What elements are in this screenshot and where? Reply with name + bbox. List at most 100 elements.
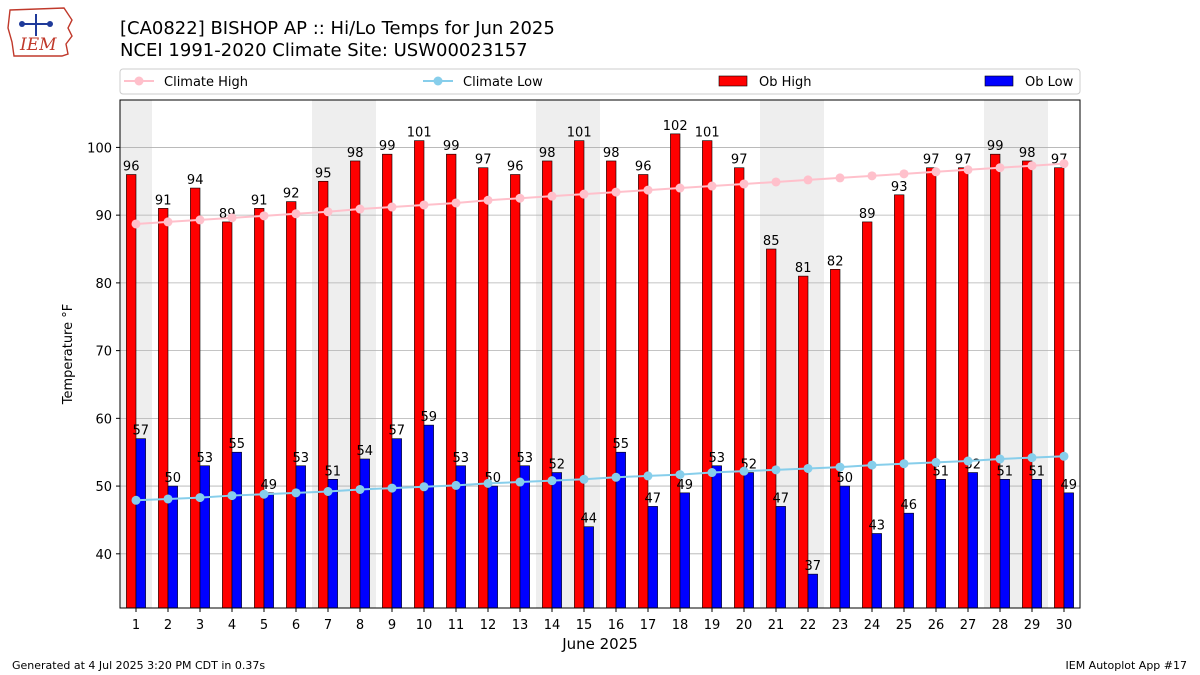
y-tick-label: 40 xyxy=(95,548,112,563)
climate-low-point xyxy=(867,460,877,470)
ob-low-bar xyxy=(327,479,338,609)
ob-low-bar xyxy=(775,506,786,609)
ob-high-label: 99 xyxy=(987,139,1004,154)
climate-high-point xyxy=(259,211,269,221)
ob-low-bar xyxy=(295,465,306,609)
x-tick-label: 1 xyxy=(132,618,140,633)
x-tick-label: 8 xyxy=(356,618,364,633)
ob-high-bar xyxy=(222,221,233,609)
ob-high-label: 94 xyxy=(187,173,204,188)
ob-low-bar xyxy=(551,472,562,609)
x-tick-label: 15 xyxy=(576,618,593,633)
y-tick-label: 90 xyxy=(95,209,112,224)
ob-high-bar xyxy=(446,153,457,609)
chart-subtitle: NCEI 1991-2020 Climate Site: USW00023157 xyxy=(120,40,528,61)
ob-high-bar xyxy=(1022,160,1033,609)
climate-low-point xyxy=(451,480,461,490)
ob-low-bar xyxy=(135,438,146,609)
ob-high-label: 99 xyxy=(379,139,396,154)
x-axis-label: June 2025 xyxy=(561,635,638,653)
climate-high-point xyxy=(131,219,141,229)
ob-high-bar xyxy=(926,167,937,609)
ob-low-bar xyxy=(1031,479,1042,609)
climate-high-point xyxy=(355,204,365,214)
climate-high-point xyxy=(291,209,301,219)
ob-high-bar xyxy=(158,208,169,609)
climate-high-point xyxy=(483,195,493,205)
ob-low-bar xyxy=(839,485,850,609)
ob-high-label: 101 xyxy=(407,126,432,141)
climate-high-point xyxy=(163,217,173,227)
ob-high-bar xyxy=(478,167,489,609)
climate-high-point xyxy=(739,179,749,189)
x-tick-label: 16 xyxy=(608,618,625,633)
ob-high-bar xyxy=(510,174,521,609)
ob-high-bar xyxy=(190,187,201,609)
y-tick-label: 50 xyxy=(95,480,112,495)
x-tick-label: 6 xyxy=(292,618,300,633)
y-tick-label: 70 xyxy=(95,345,112,360)
ob-high-label: 96 xyxy=(635,160,652,175)
climate-low-point xyxy=(195,493,205,503)
x-tick-label: 24 xyxy=(864,618,881,633)
ob-high-bar xyxy=(638,174,649,609)
y-tick-label: 80 xyxy=(95,277,112,292)
x-tick-label: 17 xyxy=(640,618,657,633)
ob-low-bar xyxy=(167,485,178,609)
x-tick-label: 18 xyxy=(672,618,689,633)
ob-high-label: 97 xyxy=(731,153,748,168)
ob-high-bar xyxy=(286,201,297,609)
ob-low-label: 53 xyxy=(453,451,470,466)
ob-low-label: 54 xyxy=(357,444,374,459)
ob-low-label: 46 xyxy=(901,498,918,513)
logo-text: IEM xyxy=(19,35,57,55)
ob-low-bar xyxy=(487,485,498,609)
ob-high-label: 101 xyxy=(567,126,592,141)
ob-low-label: 52 xyxy=(549,458,566,473)
climate-high-point xyxy=(867,171,877,181)
legend-marker xyxy=(134,76,144,86)
climate-low-point xyxy=(707,468,717,478)
ob-high-bar xyxy=(670,133,681,609)
climate-high-point xyxy=(707,181,717,191)
ob-low-label: 53 xyxy=(293,451,310,466)
climate-low-point xyxy=(131,495,141,505)
ob-high-bar xyxy=(542,160,553,609)
x-tick-label: 14 xyxy=(544,618,561,633)
ob-low-label: 55 xyxy=(613,437,630,452)
ob-high-label: 95 xyxy=(315,166,332,181)
x-tick-label: 11 xyxy=(448,618,465,633)
ob-high-label: 98 xyxy=(1019,146,1036,161)
x-tick-label: 19 xyxy=(704,618,721,633)
ob-low-label: 59 xyxy=(421,410,438,425)
legend-label: Ob Low xyxy=(1025,75,1074,90)
climate-low-point xyxy=(803,463,813,473)
climate-high-point xyxy=(451,198,461,208)
ob-high-bar xyxy=(894,194,905,609)
x-tick-label: 29 xyxy=(1024,618,1041,633)
x-tick-label: 5 xyxy=(260,618,268,633)
ob-low-label: 44 xyxy=(581,512,598,527)
climate-high-point xyxy=(963,165,973,175)
ob-low-label: 53 xyxy=(709,451,726,466)
x-tick-label: 22 xyxy=(800,618,817,633)
plot-frame xyxy=(119,99,1081,609)
climate-high-point xyxy=(771,177,781,187)
ob-high-label: 85 xyxy=(763,234,780,249)
ob-high-bar xyxy=(702,140,713,609)
climate-low-point xyxy=(515,477,525,487)
climate-low-point xyxy=(483,478,493,488)
ob-low-label: 49 xyxy=(1061,478,1078,493)
ob-high-label: 98 xyxy=(539,146,556,161)
ob-high-bar xyxy=(766,248,777,609)
app-credit: IEM Autoplot App #17 xyxy=(1065,659,1188,672)
y-tick-label: 100 xyxy=(87,141,112,156)
x-tick-label: 23 xyxy=(832,618,849,633)
x-tick-label: 28 xyxy=(992,618,1009,633)
climate-low-point xyxy=(963,456,973,466)
legend-label: Climate Low xyxy=(463,75,543,90)
ob-high-bar xyxy=(350,160,361,609)
ob-high-label: 98 xyxy=(603,146,620,161)
climate-low-point xyxy=(675,470,685,480)
